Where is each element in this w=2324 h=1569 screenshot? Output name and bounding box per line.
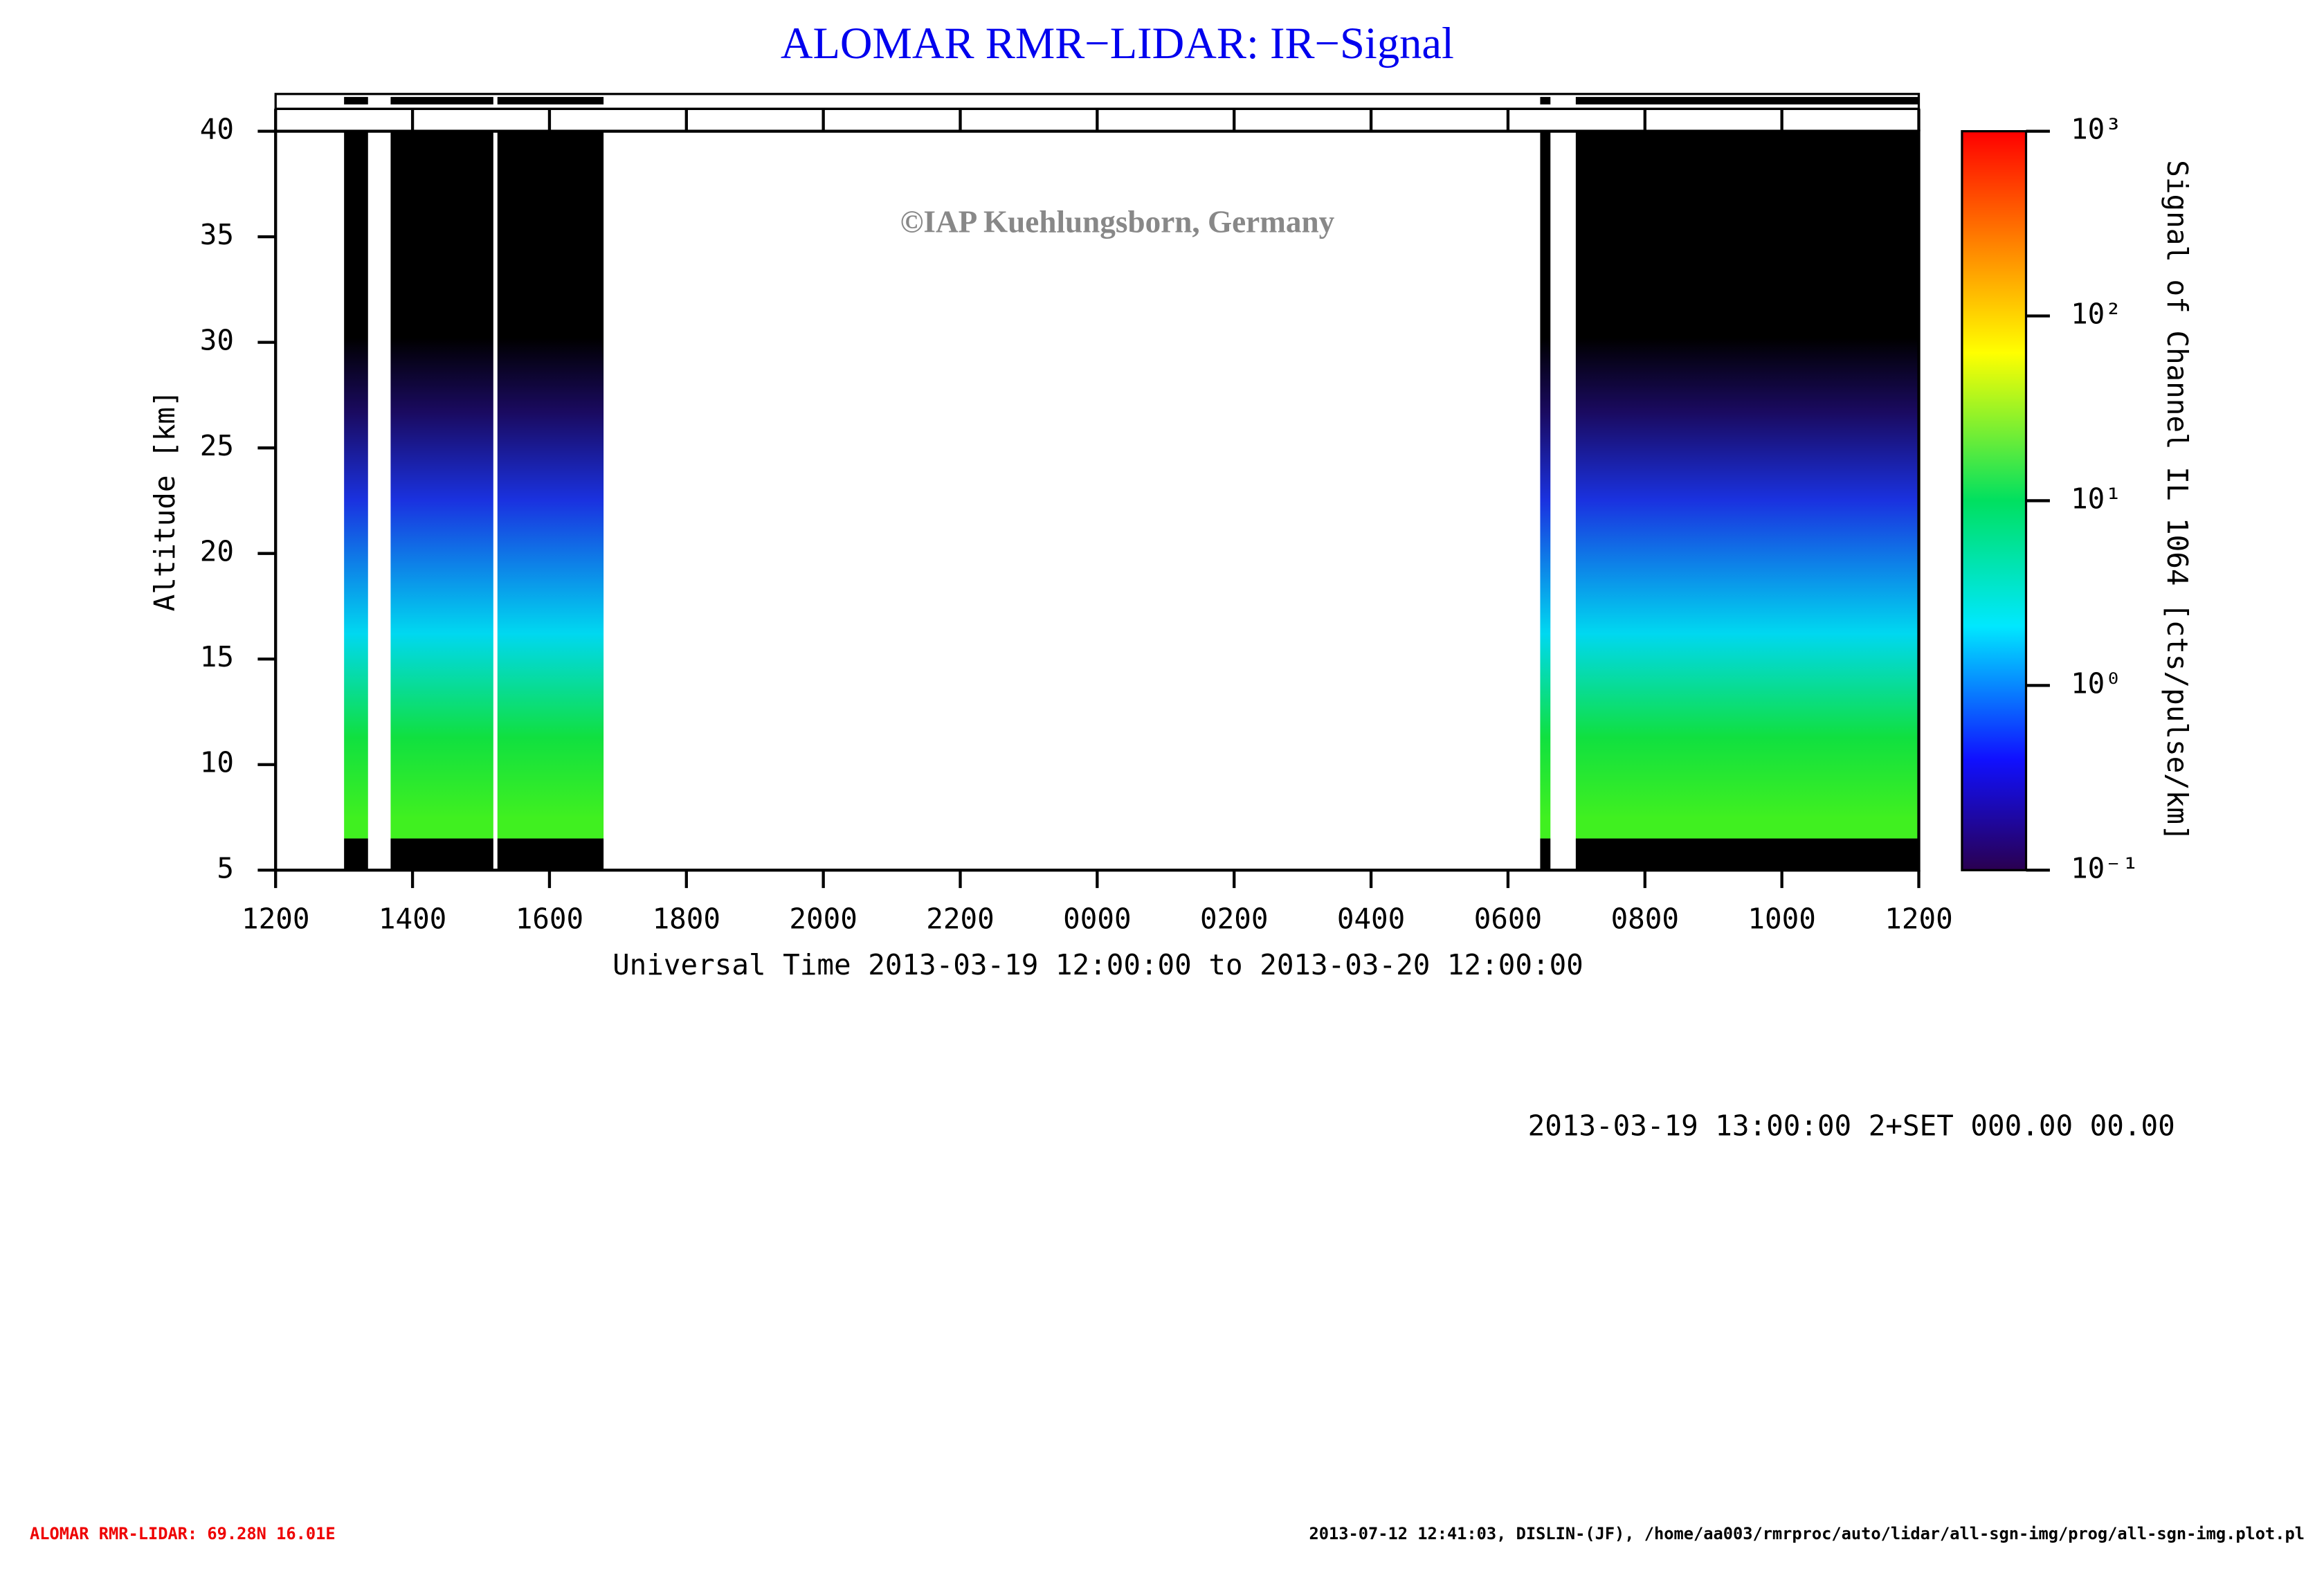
x-tick-label: 0800 — [1611, 902, 1679, 935]
below-limit — [1540, 838, 1551, 871]
x-tick-label: 1800 — [653, 902, 720, 935]
colorbar-tick-label: 10³ — [2071, 113, 2122, 146]
signal-segment — [1540, 131, 1551, 839]
time-indicator — [390, 97, 493, 105]
colorbar-tick-label: 10⁻¹ — [2071, 851, 2139, 885]
x-tick-label: 1200 — [242, 902, 309, 935]
time-indicator — [344, 97, 368, 105]
y-axis-label: Altitude [km] — [148, 390, 181, 611]
below-limit — [1575, 838, 1919, 871]
plot-area — [344, 131, 1919, 871]
y-tick-label: 10 — [200, 746, 234, 779]
y-tick-label: 20 — [200, 535, 234, 568]
y-tick-label: 35 — [200, 218, 234, 251]
x-axis-label: Universal Time 2013-03-19 12:00:00 to 20… — [612, 948, 1583, 981]
x-tick-label: 0400 — [1337, 902, 1405, 935]
y-tick-label: 25 — [200, 429, 234, 462]
chart-title: ALOMAR RMR−LIDAR: IR−Signal — [781, 18, 1454, 68]
time-indicator — [497, 97, 604, 105]
x-tick-label: 1200 — [1885, 902, 1952, 935]
signal-segment — [390, 131, 493, 839]
time-indicator — [1540, 97, 1551, 105]
y-tick-label: 40 — [200, 113, 234, 146]
y-tick-label: 15 — [200, 640, 234, 673]
x-tick-label: 2200 — [926, 902, 994, 935]
colorbar — [1961, 129, 2028, 871]
x-tick-label: 0000 — [1063, 902, 1131, 935]
colorbar-tick-label: 10⁰ — [2071, 666, 2122, 700]
y-tick-label: 5 — [217, 851, 234, 885]
x-tick-label: 1000 — [1747, 902, 1815, 935]
signal-segment — [497, 131, 604, 839]
colorbar-tick-label: 10² — [2071, 298, 2122, 331]
footer-station: ALOMAR RMR-LIDAR: 69.28N 16.01E — [30, 1524, 336, 1543]
colorbar-tick-label: 10¹ — [2071, 482, 2122, 515]
x-tick-label: 0200 — [1200, 902, 1268, 935]
status-line: 2013-03-19 13:00:00 2+SET 000.00 00.00 — [1528, 1109, 2175, 1143]
below-limit — [344, 838, 368, 871]
signal-segment — [344, 131, 368, 839]
x-tick-label: 0600 — [1474, 902, 1542, 935]
signal-segment — [1575, 131, 1919, 839]
below-limit — [497, 838, 604, 871]
time-indicator — [1575, 97, 1919, 105]
footer-info: 2013-07-12 12:41:03, DISLIN-(JF), /home/… — [1309, 1524, 2305, 1543]
below-limit — [390, 838, 493, 871]
x-tick-label: 2000 — [789, 902, 857, 935]
watermark: ©IAP Kuehlungsborn, Germany — [900, 205, 1335, 239]
x-tick-label: 1400 — [379, 902, 446, 935]
colorbar-label: Signal of Channel IL 1064 [cts/pulse/km] — [2161, 160, 2194, 841]
x-tick-label: 1600 — [516, 902, 583, 935]
y-tick-label: 30 — [200, 324, 234, 357]
